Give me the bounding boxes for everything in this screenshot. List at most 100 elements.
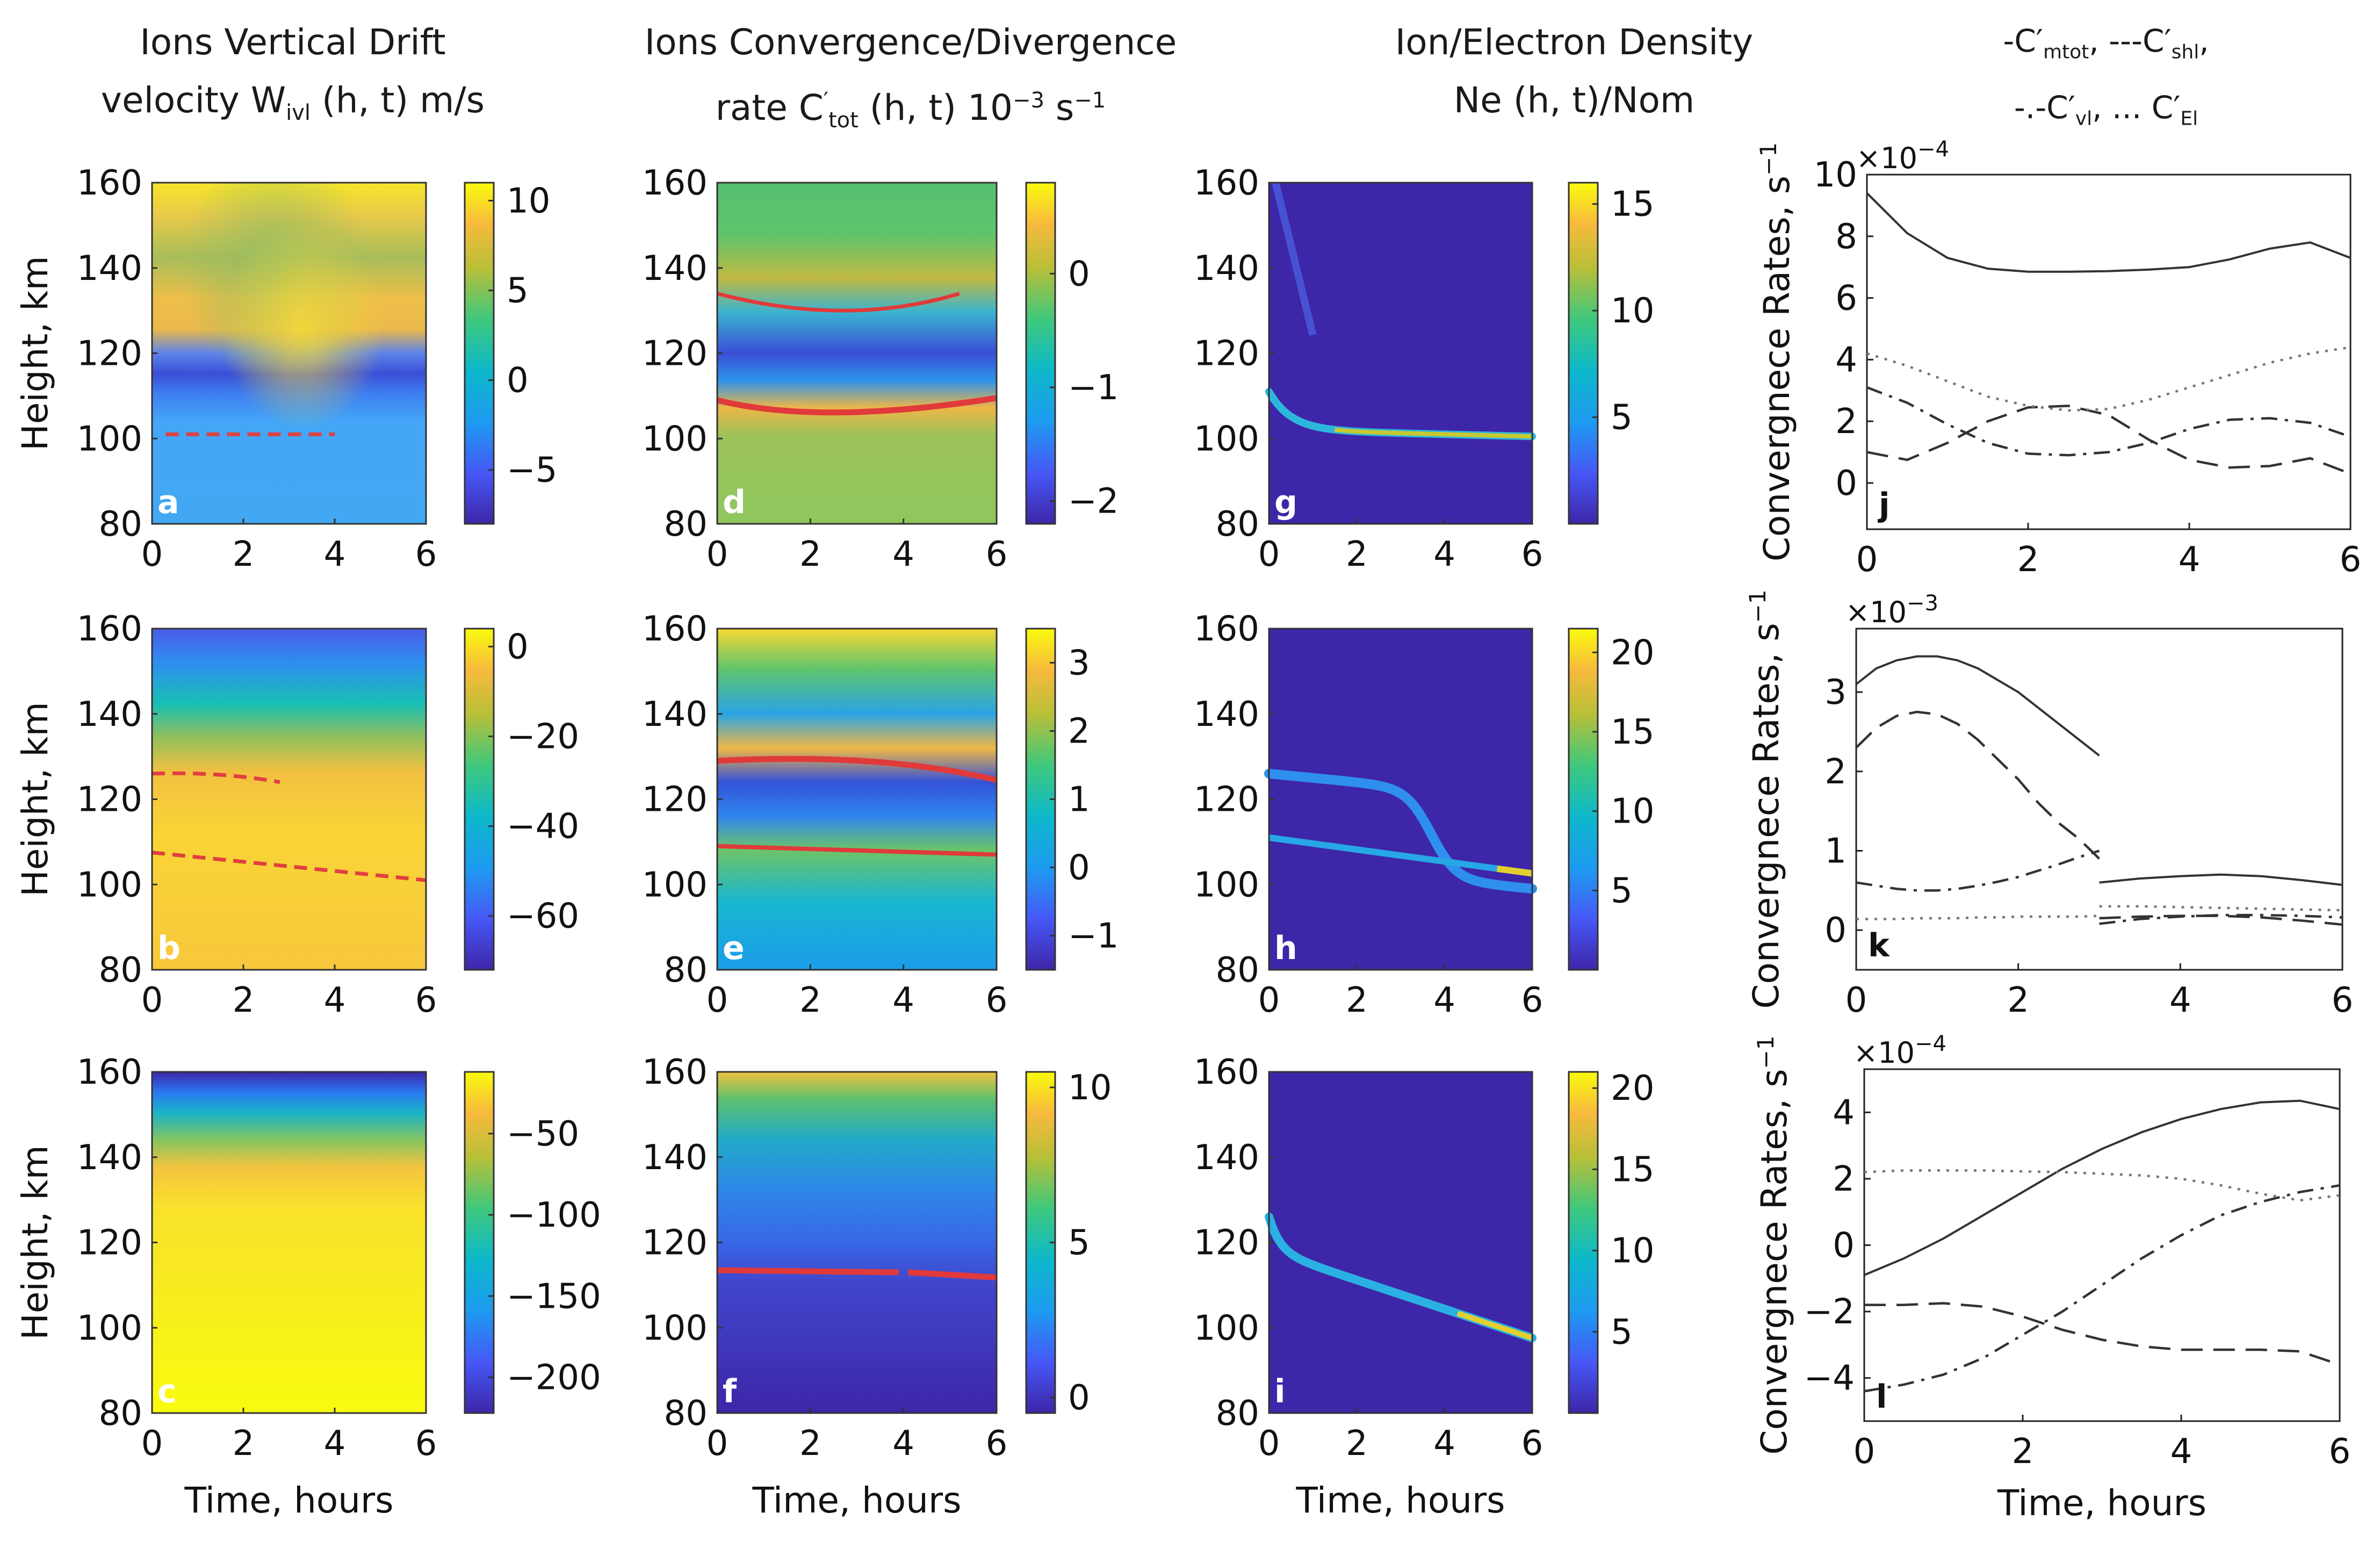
line-ytick-label-j: 0	[1835, 464, 1857, 503]
panel-letter-l: l	[1876, 1378, 1887, 1416]
panel-letter-b: b	[157, 929, 181, 967]
colorbar-tick-label-g: 15	[1611, 185, 1654, 225]
heatmap-xtick-label-b: 2	[233, 981, 255, 1020]
heatmap-g: 80 100 120 140 160 0 2 4 6 g 15 10 5	[1194, 163, 1655, 574]
zero-contour-d-upper	[717, 291, 960, 313]
heatmap-ytick-label-a: 160	[77, 163, 142, 203]
heatmap-ytick-label-g: 100	[1194, 419, 1259, 459]
colorbar-tick-label-i: 20	[1611, 1069, 1654, 1108]
heatmap-ytick-label-b: 160	[77, 609, 142, 649]
colorbar-tick-label-a: 0	[507, 361, 529, 401]
colorbar-tick-label-g: 5	[1611, 398, 1633, 438]
heatmap-ytick-label-b: 140	[77, 695, 142, 734]
heatmap-ytick-label-d: 120	[642, 334, 708, 374]
heatmap-ytick-label-e: 120	[642, 780, 708, 820]
ylabel-sup: −1	[1744, 589, 1771, 623]
legend-mtot: -C′	[2003, 23, 2043, 59]
title-conv-line2: rate C′tot (h, t) 10−3 s−1	[642, 71, 1179, 149]
line-xtick-label-l: 4	[2170, 1432, 2193, 1472]
series-line-j-dashed	[1866, 405, 2351, 475]
heatmap-ytick-label-g: 160	[1194, 163, 1259, 203]
zero-contour-b-lower	[152, 851, 427, 882]
line-xtick-label-j: 4	[2179, 540, 2201, 580]
line-exponent-j: ×10−4	[1856, 137, 1949, 175]
colorbar-tick-label-a: 5	[507, 271, 529, 311]
ylabel-text: Convergnece Rates, s	[1756, 176, 1798, 561]
legend-line2: -.-C′vl, ... C′El	[1891, 80, 2321, 147]
series-line-j-dashdot	[1866, 386, 2351, 457]
heatmap-ytick-label-d: 80	[664, 505, 708, 544]
panel-letter-g: g	[1274, 484, 1297, 521]
panel-letter-j: j	[1878, 486, 1890, 524]
heatmap-xtick-label-d: 6	[986, 535, 1008, 574]
heatmap-xtick-label-b: 6	[415, 981, 437, 1020]
panel-letter-a: a	[157, 484, 179, 521]
heatmap-xlabel-i: Time, hours	[1295, 1480, 1505, 1521]
colorbar-tick-label-g: 10	[1611, 291, 1654, 331]
heatmap-ytick-label-c: 80	[99, 1394, 142, 1433]
heatmap-ytick-label-f: 120	[642, 1223, 708, 1263]
heatmap-ytick-label-a: 100	[77, 419, 142, 459]
panel-letter-c: c	[157, 1373, 177, 1410]
line-xtick-label-k: 4	[2169, 981, 2191, 1020]
line-plot-frame-l	[1863, 1068, 2341, 1422]
title-conv-sub: tot	[828, 108, 859, 133]
colorbar-i	[1568, 1071, 1599, 1414]
colorbar-b	[464, 628, 495, 971]
legend-line1: -C′mtot, ---C′shl,	[1891, 13, 2321, 80]
line-ytick-label-j: 10	[1814, 155, 1857, 195]
colorbar-tick-label-e: 0	[1068, 848, 1090, 888]
heatmap-ytick-label-i: 80	[1216, 1394, 1259, 1433]
colorbar-tick-label-c: −50	[507, 1114, 579, 1154]
series-line-k-dotted-right	[2099, 905, 2343, 912]
line-ylabel-k: Convergnece Rates, s−1	[1744, 589, 1787, 1008]
heatmap-f: 80 100 120 140 160 0 2 4 6 Time, hours f 10 5 0	[642, 1053, 1112, 1521]
colorbar-h	[1568, 628, 1599, 971]
heatmap-xtick-label-e: 0	[706, 981, 729, 1020]
exponent-power: −3	[1907, 591, 1938, 616]
heatmap-h: 80 100 120 140 160 0 2 4 6 h 20 15 10 5	[1194, 609, 1655, 1020]
title-conv-line1: Ions Convergence/Divergence	[644, 21, 1177, 63]
title-drift-pre: velocity W	[100, 80, 286, 121]
zero-contour-f	[717, 1267, 997, 1281]
heatmap-blob-a2	[152, 183, 426, 524]
heatmap-ytick-label-f: 140	[642, 1138, 708, 1178]
exponent-power: −4	[1915, 1032, 1946, 1056]
heatmap-ytick-label-f: 160	[642, 1053, 708, 1092]
colorbar-tick-label-h: 15	[1611, 712, 1654, 752]
zero-contour-e-upper	[717, 755, 998, 783]
series-line-k-dashdot-left	[1856, 849, 2100, 892]
heatmap-xtick-label-a: 6	[415, 535, 437, 574]
title-dens-line2: Ne (h, t)/Nom	[1453, 80, 1695, 121]
line-xlabel-l: Time, hours	[1997, 1482, 2206, 1524]
exponent-base: ×10	[1856, 141, 1917, 175]
colorbar-tick-label-i: 5	[1611, 1313, 1633, 1352]
line-exponent-k: ×10−3	[1845, 591, 1938, 629]
series-line-l-dashdot	[1864, 1184, 2340, 1393]
title-conv-mid: (h, t) 10	[858, 87, 1013, 128]
series-line-k-solid-left	[1855, 655, 2100, 756]
colorbar-tick-label-d: −1	[1068, 368, 1119, 408]
heatmap-ytick-label-e: 140	[642, 695, 708, 734]
zero-contour-b-upper	[152, 771, 280, 784]
heatmap-xlabel-c: Time, hours	[184, 1480, 393, 1521]
heatmap-ytick-label-i: 120	[1194, 1223, 1259, 1263]
colorbar-g	[1568, 182, 1599, 525]
exponent-base: ×10	[1853, 1036, 1915, 1070]
heatmap-ytick-label-i: 140	[1194, 1138, 1259, 1178]
heatmap-a: 80 100 120 140 160 0 2 4 6 Height, km a 10 5 0 −5	[15, 163, 557, 574]
heatmap-xtick-label-c: 0	[141, 1424, 163, 1464]
line-xtick-label-k: 0	[1845, 981, 1867, 1020]
heatmap-xtick-label-g: 4	[1433, 535, 1455, 574]
legend-el-sub: El	[2180, 107, 2198, 130]
line-xtick-label-l: 2	[2012, 1432, 2034, 1472]
title-drift-line1: Ions Vertical Drift	[140, 21, 446, 63]
line-plot-k: 0 1 2 3 0 2 4 6 ×10−3 Convergnece Rates, s−1 k	[1744, 589, 2353, 1020]
colorbar-tick-label-d: −2	[1068, 482, 1119, 522]
heatmap-xtick-label-i: 0	[1258, 1424, 1280, 1464]
title-drift-post: (h, t) m/s	[311, 80, 485, 121]
heatmap-xtick-label-h: 6	[1521, 981, 1544, 1020]
heatmap-ytick-label-f: 100	[642, 1308, 708, 1348]
heatmap-xtick-label-b: 4	[324, 981, 346, 1020]
heatmap-e: 80 100 120 140 160 0 2 4 6 e 3 2 1 0 −1	[642, 609, 1119, 1020]
